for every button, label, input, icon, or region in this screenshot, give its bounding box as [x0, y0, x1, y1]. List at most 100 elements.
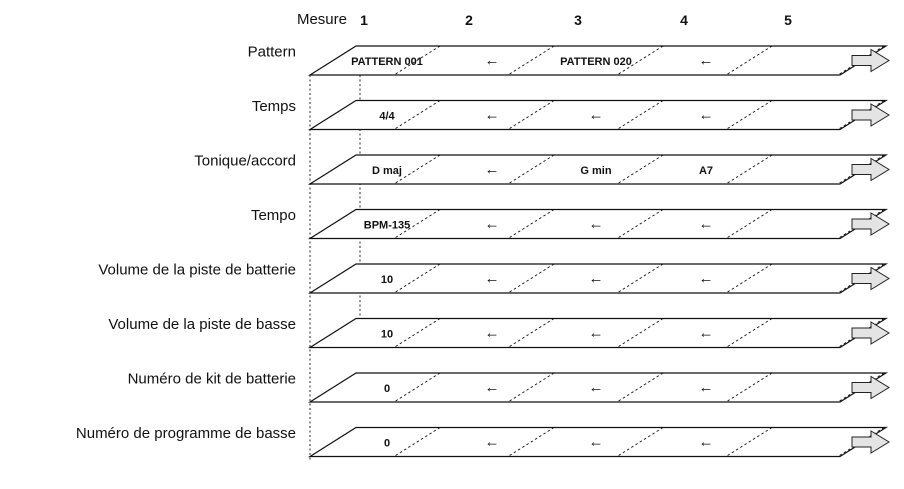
row-band: [307, 208, 889, 240]
carry-over-arrow: ←: [485, 434, 500, 451]
cell-value: G min: [580, 165, 611, 177]
row-band: [307, 154, 889, 185]
continuation-arrow-icon: [851, 103, 890, 127]
measure-divider: [616, 263, 664, 294]
measure-divider: [725, 154, 773, 185]
measure-divider: [507, 318, 555, 348]
measure-number-2: 2: [465, 12, 473, 28]
row-label: Numéro de programme de basse: [76, 425, 296, 442]
carry-over-arrow: ←: [485, 325, 500, 342]
carry-over-arrow: ←: [699, 325, 714, 342]
cell-value: 4/4: [379, 111, 395, 123]
measure-divider: [725, 45, 773, 76]
measure-divider: [725, 372, 773, 403]
carry-over-arrow: ←: [485, 379, 500, 396]
measure-divider: [393, 209, 441, 239]
row-band: [307, 45, 889, 76]
continuation-arrow-icon: [851, 266, 890, 291]
cell-value: PATTERN 001: [351, 56, 423, 68]
parameter-row: Volume de la piste de basse 10 ← ← ←: [108, 316, 890, 349]
measure-divider: [616, 45, 664, 76]
cell-value: PATTERN 020: [560, 56, 632, 68]
carry-over-arrow: ←: [589, 216, 604, 233]
carry-over-arrow: ←: [589, 379, 604, 396]
continuation-arrow-icon: [851, 48, 890, 73]
carry-over-arrow: ←: [485, 270, 500, 287]
carry-over-arrow: ←: [699, 107, 714, 124]
parameter-row: Temps 4/4 ← ← ←: [252, 98, 890, 131]
row-label: Tonique/accord: [194, 153, 296, 170]
measure-divider: [393, 45, 441, 76]
parameter-row: Numéro de programme de basse 0 ← ← ←: [76, 425, 890, 458]
cell-value: 10: [381, 274, 393, 286]
row-band: [307, 426, 889, 458]
row-band: [307, 372, 889, 403]
measure-divider: [725, 427, 773, 457]
measure-divider: [393, 427, 441, 457]
row-label: Pattern: [248, 44, 296, 61]
measure-divider: [725, 209, 773, 239]
continuation-arrow-icon: [851, 212, 890, 236]
row-band: [307, 99, 889, 131]
measure-divider: [616, 318, 664, 348]
cell-value: A7: [699, 165, 713, 177]
measure-divider: [507, 154, 555, 185]
parameter-row: Tempo BPM-135 ← ← ←: [251, 207, 890, 240]
row-label: Volume de la piste de basse: [108, 316, 296, 333]
measure-divider: [393, 318, 441, 348]
measure-number-3: 3: [574, 12, 582, 28]
carry-over-arrow: ←: [589, 325, 604, 342]
carry-over-arrow: ←: [699, 270, 714, 287]
carry-over-arrow: ←: [699, 216, 714, 233]
cell-value: D maj: [372, 165, 402, 177]
row-label: Numéro de kit de batterie: [128, 371, 296, 388]
carry-over-arrow: ←: [485, 52, 500, 69]
row-label: Volume de la piste de batterie: [98, 262, 296, 279]
cell-value: 0: [384, 383, 390, 395]
row-label: Tempo: [251, 207, 296, 224]
measure-divider: [507, 427, 555, 457]
measure-divider: [616, 372, 664, 403]
measure-divider: [507, 263, 555, 294]
cell-value: BPM-135: [364, 220, 410, 232]
measure-divider: [616, 100, 664, 130]
measure-number-1: 1: [360, 12, 368, 28]
row-band: [307, 263, 889, 294]
parameter-row: Pattern PATTERN 001 ← PATTERN 020 ←: [248, 44, 890, 76]
carry-over-arrow: ←: [485, 161, 500, 178]
carry-over-arrow: ←: [589, 107, 604, 124]
continuation-arrow-icon: [851, 321, 890, 345]
parameter-row: Volume de la piste de batterie 10 ← ← ←: [98, 262, 890, 294]
measure-divider: [507, 209, 555, 239]
measure-divider: [725, 318, 773, 348]
parameter-row: Numéro de kit de batterie 0 ← ← ←: [128, 371, 890, 403]
measure-divider: [393, 372, 441, 403]
measure-divider: [725, 100, 773, 130]
continuation-arrow-icon: [851, 430, 890, 454]
measure-divider: [507, 45, 555, 76]
carry-over-arrow: ←: [485, 107, 500, 124]
measure-divider: [616, 209, 664, 239]
measure-divider: [725, 263, 773, 294]
measure-divider: [393, 100, 441, 130]
measure-number-4: 4: [680, 12, 688, 28]
measure-divider: [616, 154, 664, 185]
measure-divider: [507, 100, 555, 130]
carry-over-arrow: ←: [699, 379, 714, 396]
measure-divider: [616, 427, 664, 457]
measure-number-5: 5: [784, 12, 792, 28]
carry-over-arrow: ←: [589, 270, 604, 287]
carry-over-arrow: ←: [699, 52, 714, 69]
parameter-rows: Pattern PATTERN 001 ← PATTERN 020 ← Temps 4/4 ←…: [76, 44, 890, 458]
carry-over-arrow: ←: [699, 434, 714, 451]
continuation-arrow-icon: [851, 375, 890, 400]
row-band: [307, 317, 889, 349]
mesure-label: Mesure: [297, 11, 347, 28]
parameter-row: Tonique/accord D maj ← G min A7: [194, 153, 890, 185]
carry-over-arrow: ←: [485, 216, 500, 233]
measure-divider: [393, 263, 441, 294]
row-label: Temps: [252, 98, 296, 115]
measure-divider: [507, 372, 555, 403]
carry-over-arrow: ←: [589, 434, 604, 451]
